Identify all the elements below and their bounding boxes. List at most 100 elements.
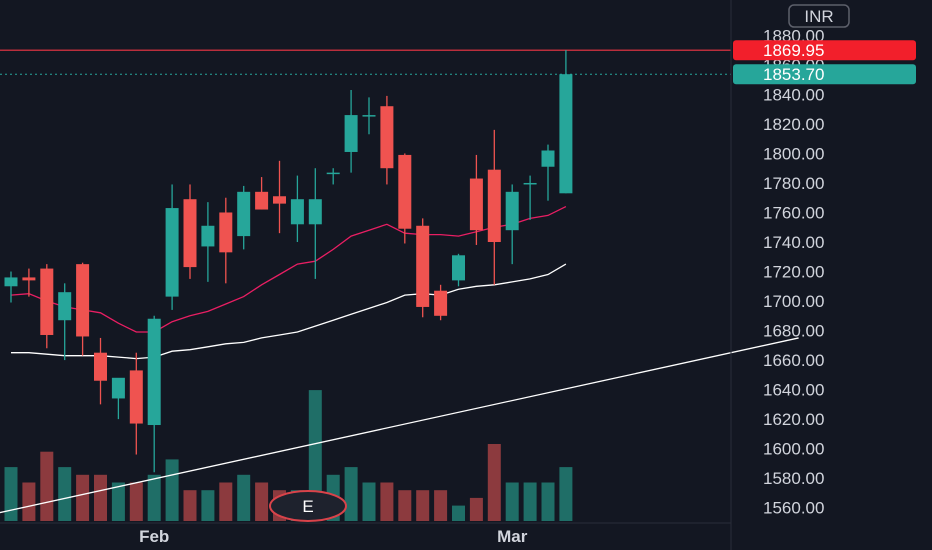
- volume-bar: [40, 451, 54, 521]
- candle-body: [362, 115, 376, 117]
- candle: [344, 89, 358, 173]
- candle: [219, 197, 233, 284]
- volume-bar: [398, 490, 412, 521]
- candle-body: [344, 115, 358, 152]
- candle: [183, 184, 197, 279]
- candle: [380, 95, 394, 185]
- horizontal-line-price-tag-box: [733, 40, 916, 61]
- horizontal-line-price-tag-label: 1869.95: [763, 41, 824, 60]
- currency-button[interactable]: INR: [788, 4, 850, 28]
- volume-bar: [469, 497, 483, 521]
- candle-body: [183, 199, 197, 268]
- time-tick-label: Mar: [497, 527, 528, 546]
- candle: [22, 268, 36, 297]
- volume-bar: [76, 474, 90, 521]
- candle: [398, 153, 412, 244]
- price-tick-label: 1560.00: [763, 499, 824, 518]
- last-price-tag: 1853.70: [733, 64, 916, 85]
- candle: [147, 315, 161, 473]
- volume-bar: [22, 482, 36, 521]
- candle: [201, 202, 215, 282]
- volume-bar: [344, 467, 358, 521]
- candle-body: [416, 225, 430, 307]
- trendline[interactable]: [0, 337, 799, 518]
- candle: [487, 129, 501, 285]
- price-tick-label: 1800.00: [763, 144, 824, 163]
- candle-body: [129, 370, 143, 424]
- price-tick-label: 1680.00: [763, 322, 824, 341]
- candle-body: [452, 255, 465, 281]
- volume-bar: [362, 482, 376, 521]
- candle-body: [308, 199, 322, 225]
- candle: [290, 175, 304, 243]
- candle-body: [487, 169, 501, 243]
- candle-body: [94, 352, 107, 381]
- candle-body: [523, 182, 537, 185]
- candle-body: [111, 377, 125, 399]
- candle-body: [505, 191, 519, 231]
- candle: [58, 283, 72, 361]
- candle-body: [380, 106, 394, 169]
- volume-bar: [559, 467, 573, 521]
- candle: [505, 184, 519, 265]
- price-tick-label: 1660.00: [763, 351, 824, 370]
- volume-bar: [523, 482, 537, 521]
- volume-bar: [219, 482, 233, 521]
- volume-bar: [434, 490, 448, 521]
- candle-body: [255, 191, 269, 210]
- candle-body: [469, 178, 483, 231]
- candle: [40, 264, 54, 349]
- candle-body: [290, 199, 304, 225]
- volume-bar: [58, 467, 72, 521]
- volume-bar: [505, 482, 519, 521]
- candle-body: [326, 172, 340, 175]
- volume-bar: [111, 482, 125, 521]
- candle: [76, 262, 90, 356]
- candle: [434, 284, 448, 321]
- candle-body: [22, 277, 36, 281]
- volume-bar: [487, 444, 501, 521]
- last-price-tag-label: 1853.70: [763, 65, 824, 84]
- candle: [559, 50, 573, 194]
- volume-bar: [308, 390, 322, 521]
- candle: [523, 175, 537, 220]
- candles: [4, 50, 573, 473]
- candle-body: [559, 74, 573, 194]
- candle-body: [541, 150, 555, 167]
- price-tick-label: 1740.00: [763, 233, 824, 252]
- candle: [237, 185, 251, 250]
- candle-body: [219, 212, 233, 253]
- time-axis[interactable]: Feb Mar: [139, 527, 528, 546]
- candle-body: [4, 277, 18, 287]
- candle: [469, 154, 483, 245]
- trendline-segment[interactable]: [0, 337, 799, 518]
- volume-bar: [255, 482, 269, 521]
- candle: [308, 168, 322, 279]
- candle-body: [237, 191, 251, 237]
- price-tick-label: 1720.00: [763, 263, 824, 282]
- volume-bar: [165, 459, 179, 521]
- volume-bar: [129, 482, 143, 521]
- price-horizontal-line[interactable]: [0, 49, 731, 75]
- candle: [255, 177, 269, 210]
- candle-body: [76, 264, 90, 337]
- volume-bars: [4, 390, 573, 521]
- candle: [541, 144, 555, 201]
- volume-bar: [94, 474, 107, 521]
- volume-bar: [4, 467, 18, 521]
- candle: [4, 271, 18, 303]
- volume-bar: [147, 474, 161, 521]
- moving-average-short-line: [10, 206, 567, 333]
- horizontal-line-price-tag: 1869.95: [733, 40, 916, 61]
- candle: [165, 184, 179, 310]
- candle: [111, 377, 125, 420]
- price-tick-label: 1580.00: [763, 469, 824, 488]
- volume-bar: [380, 482, 394, 521]
- volume-bar: [183, 490, 197, 521]
- candle-body: [165, 208, 179, 297]
- price-axis[interactable]: 1560.00 1580.00 1600.00 1620.00 1640.00 1660.…: [763, 26, 824, 517]
- event-marker[interactable]: E: [269, 490, 347, 522]
- volume-bar: [541, 482, 555, 521]
